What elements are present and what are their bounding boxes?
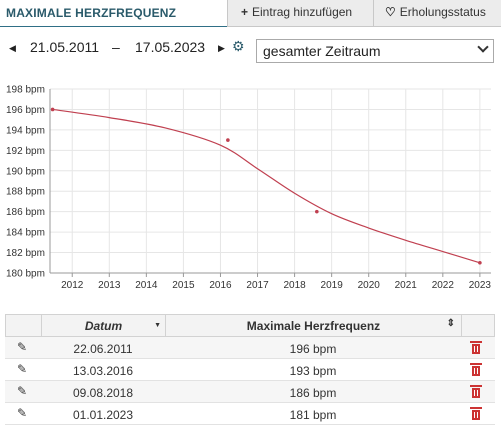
sort-both-icon: ⇕ [446, 318, 455, 329]
y-tick-label: 184 bpm [6, 228, 45, 239]
table-row: ✎ 13.03.2016 193 bpm [5, 359, 495, 381]
y-tick-label: 198 bpm [6, 85, 45, 96]
row-date: 01.01.2023 [72, 408, 134, 422]
date-range-bar: ◀ 21.05.2011 – 17.05.2023 ▶ ⚙ gesamter Z… [0, 27, 501, 71]
pencil-icon[interactable]: ✎ [17, 340, 28, 354]
main-content: ◀ 21.05.2011 – 17.05.2023 ▶ ⚙ gesamter Z… [0, 27, 501, 438]
trash-icon[interactable] [470, 341, 482, 354]
data-point [315, 209, 319, 214]
table-row: ✎ 22.06.2011 196 bpm [5, 337, 495, 359]
x-tick-label: 2022 [432, 280, 455, 291]
y-tick-label: 182 bpm [6, 248, 45, 259]
recovery-status-label: Erholungsstatus [399, 5, 486, 19]
chevron-down-icon [477, 41, 489, 53]
entries-table: Datum ▼ Maximale Herzfrequenz ⇕ ✎ 22.06.201… [5, 314, 495, 425]
x-tick-label: 2020 [358, 280, 381, 291]
trash-icon[interactable] [470, 385, 482, 398]
plus-icon: + [241, 5, 249, 19]
table-row: ✎ 01.01.2023 181 bpm [5, 403, 495, 425]
heart-pulse-icon: ♡ [385, 5, 396, 19]
trash-icon[interactable] [470, 363, 482, 376]
header-delete-column [462, 315, 494, 336]
y-tick-label: 188 bpm [6, 187, 45, 198]
row-heart-rate: 186 bpm [289, 386, 337, 400]
x-tick-label: 2023 [469, 280, 492, 291]
row-heart-rate: 193 bpm [289, 364, 337, 378]
header-date[interactable]: Datum ▼ [42, 315, 166, 336]
pencil-icon[interactable]: ✎ [17, 362, 28, 376]
x-tick-label: 2016 [209, 280, 232, 291]
data-point [50, 107, 55, 112]
x-tick-label: 2017 [246, 280, 269, 291]
next-period-icon[interactable]: ▶ [218, 43, 225, 53]
pencil-icon[interactable]: ✎ [17, 384, 28, 398]
row-date: 13.03.2016 [72, 364, 134, 378]
gear-icon[interactable]: ⚙ [232, 38, 245, 54]
row-date: 22.06.2011 [73, 342, 133, 356]
row-heart-rate: 196 bpm [289, 342, 337, 356]
data-point [226, 138, 230, 142]
recovery-status-button[interactable]: ♡ Erholungsstatus [375, 0, 501, 26]
tab-title-label: MAXIMALE HERZFREQUENZ [6, 6, 177, 20]
row-heart-rate: 181 bpm [289, 408, 337, 422]
x-tick-label: 2012 [61, 280, 84, 291]
table-header: Datum ▼ Maximale Herzfrequenz ⇕ [5, 314, 495, 337]
header-date-label: Datum [84, 319, 123, 333]
add-entry-button[interactable]: + Eintrag hinzufügen [229, 0, 374, 26]
y-tick-label: 196 bpm [6, 105, 45, 116]
x-tick-label: 2019 [321, 280, 344, 291]
trend-line [52, 108, 481, 264]
table-body: ✎ 22.06.2011 196 bpm ✎ 13.03.2016 193 bpm ✎ 09.… [5, 337, 495, 425]
period-select[interactable]: gesamter Zeitraum [256, 39, 494, 63]
y-tick-label: 194 bpm [6, 125, 45, 136]
header-heart-rate[interactable]: Maximale Herzfrequenz ⇕ [166, 315, 462, 336]
trash-icon[interactable] [470, 407, 482, 420]
y-tick-label: 186 bpm [6, 207, 45, 218]
sort-desc-icon: ▼ [154, 322, 161, 329]
y-tick-label: 192 bpm [6, 146, 45, 157]
heart-rate-chart: 198 bpm 196 bpm 194 bpm 192 bpm 190 bpm 188 b… [6, 85, 492, 292]
add-entry-label: Eintrag hinzufügen [252, 5, 353, 19]
y-tick-label: 190 bpm [6, 166, 45, 177]
tab-bar: MAXIMALE HERZFREQUENZ + Eintrag hinzufüge… [0, 0, 501, 28]
x-tick-label: 2015 [172, 280, 195, 291]
start-date[interactable]: 21.05.2011 [30, 39, 100, 55]
end-date[interactable]: 17.05.2023 [135, 39, 206, 55]
date-separator: – [112, 39, 120, 55]
previous-period-icon[interactable]: ◀ [9, 43, 16, 53]
tab-max-heart-rate[interactable]: MAXIMALE HERZFREQUENZ [0, 0, 228, 28]
table-row: ✎ 09.08.2018 186 bpm [5, 381, 495, 403]
x-tick-label: 2018 [283, 280, 306, 291]
pencil-icon[interactable]: ✎ [17, 406, 28, 420]
data-point [478, 260, 482, 265]
header-edit-column [6, 315, 42, 336]
x-tick-label: 2021 [395, 280, 418, 291]
x-tick-label: 2013 [98, 280, 121, 291]
y-tick-label: 180 bpm [6, 269, 45, 280]
header-heart-rate-label: Maximale Herzfrequenz [246, 319, 381, 333]
x-tick-label: 2014 [135, 280, 158, 291]
row-date: 09.08.2018 [72, 386, 134, 400]
period-select-value: gesamter Zeitraum [263, 43, 381, 59]
